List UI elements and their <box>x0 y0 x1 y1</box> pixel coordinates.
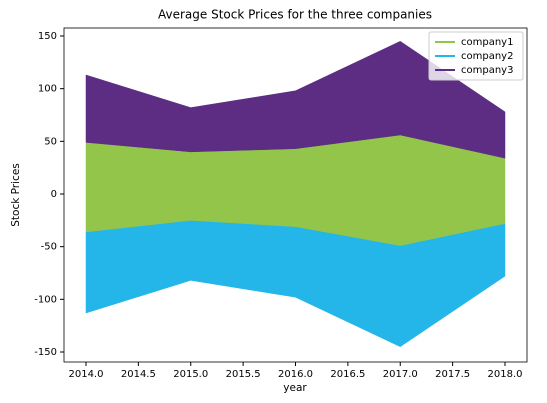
legend-box <box>428 31 524 81</box>
y-tick-label: -50 <box>41 242 57 253</box>
y-tick-label: 0 <box>51 189 57 200</box>
chart-title: Average Stock Prices for the three compa… <box>158 8 432 22</box>
y-tick-label: 50 <box>44 136 57 147</box>
x-tick-label: 2015.5 <box>226 369 261 380</box>
stream-layer <box>85 40 506 159</box>
x-tick-label: 2017.5 <box>435 369 470 380</box>
x-tick-label: 2016.0 <box>278 369 313 380</box>
x-tick-label: 2015.0 <box>173 369 208 380</box>
legend-label: company3 <box>461 65 513 76</box>
x-axis-label: year <box>283 382 307 394</box>
y-axis-label: Stock Prices <box>10 163 22 226</box>
legend: company1 company2 company3 <box>428 31 524 81</box>
y-tick-label: 100 <box>38 84 57 95</box>
x-tick-label: 2017.0 <box>383 369 418 380</box>
y-tick-label: -100 <box>34 294 57 305</box>
y-tick-label: -150 <box>34 347 57 358</box>
x-tick-label: 2016.5 <box>330 369 365 380</box>
legend-label: company1 <box>461 37 513 48</box>
legend-label: company2 <box>461 51 513 62</box>
y-tick-label: 150 <box>38 31 57 42</box>
x-tick-label: 2018.0 <box>488 369 523 380</box>
stream-layer <box>85 220 506 348</box>
x-tick-label: 2014.0 <box>68 369 103 380</box>
x-tick-label: 2014.5 <box>121 369 156 380</box>
